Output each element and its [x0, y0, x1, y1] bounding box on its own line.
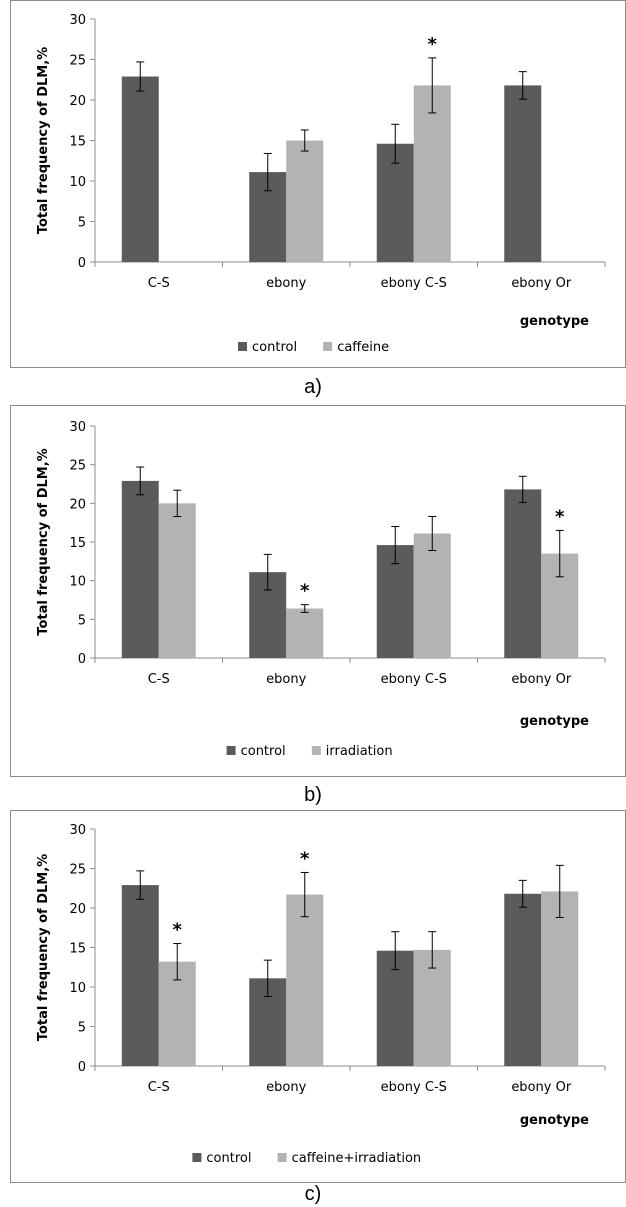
x-tick-label: C-S — [148, 672, 170, 687]
bar-irradiation — [286, 608, 324, 658]
legend-label: control — [252, 340, 297, 355]
x-axis-title: genotype — [520, 714, 589, 729]
y-tick-label: 20 — [69, 497, 86, 512]
y-tick-label: 0 — [78, 1060, 86, 1075]
legend-swatch — [311, 746, 321, 755]
y-tick-label: 5 — [78, 1021, 86, 1036]
bar-caffeine — [286, 140, 324, 262]
x-tick-label: ebony Or — [511, 672, 572, 687]
y-tick-label: 25 — [69, 863, 86, 878]
bar-control — [504, 893, 542, 1066]
significance-star: * — [300, 848, 310, 869]
y-tick-label: 10 — [69, 981, 86, 996]
panel-label-a: a) — [304, 376, 322, 398]
legend-swatch — [277, 1153, 287, 1162]
y-tick-label: 10 — [69, 575, 86, 590]
bar-control — [121, 76, 159, 262]
significance-star: * — [173, 920, 183, 941]
bar-control — [504, 85, 542, 262]
y-tick-label: 0 — [78, 256, 86, 271]
bar-caffeine-irradiation — [413, 949, 451, 1066]
significance-star: * — [555, 506, 565, 527]
x-tick-label: C-S — [148, 1080, 170, 1095]
legend-swatch — [323, 342, 333, 351]
legend-label: caffeine+irradiation — [292, 1151, 422, 1166]
bar-irradiation — [413, 533, 451, 658]
x-tick-label: C-S — [148, 276, 170, 291]
y-tick-label: 30 — [69, 420, 86, 435]
x-tick-label: ebony — [266, 1080, 306, 1095]
bar-caffeine-irradiation — [541, 891, 579, 1066]
y-axis-title: Total frequency of DLM,% — [36, 448, 51, 635]
legend-label: irradiation — [326, 744, 393, 759]
y-tick-label: 30 — [69, 823, 86, 838]
y-tick-label: 5 — [78, 216, 86, 231]
bar-irradiation — [158, 503, 196, 658]
legend-swatch — [192, 1153, 202, 1162]
bar-chart-b: 0 5 10 15 20 25 30 C-S ebony ebony C-S ebony Or * * T… — [36, 420, 606, 759]
bar-control — [121, 885, 159, 1066]
chart-panel-b: 0 5 10 15 20 25 30 C-S ebony ebony C-S ebony Or * * T… — [10, 405, 626, 777]
y-tick-label: 10 — [69, 175, 86, 190]
significance-star: * — [428, 34, 438, 55]
y-tick-label: 0 — [78, 652, 86, 667]
x-axis-title: genotype — [520, 314, 589, 329]
x-tick-label: ebony — [266, 672, 306, 687]
y-axis-title: Total frequency of DLM,% — [36, 47, 51, 234]
legend-label: control — [206, 1151, 251, 1166]
y-tick-label: 15 — [69, 942, 86, 957]
y-tick-label: 30 — [69, 13, 86, 28]
panel-label-b: b) — [304, 784, 322, 806]
x-tick-label: ebony Or — [511, 276, 572, 291]
bar-control — [504, 489, 542, 658]
y-axis-title: Total frequency of DLM,% — [36, 854, 51, 1041]
x-tick-label: ebony C-S — [381, 672, 447, 687]
y-tick-label: 25 — [69, 54, 86, 69]
y-tick-label: 25 — [69, 459, 86, 474]
legend-swatch — [226, 746, 236, 755]
bar-control — [121, 480, 159, 658]
y-tick-label: 15 — [69, 135, 86, 150]
bar-chart-a: 0 5 10 15 20 25 30 C-S ebony ebony C-S ebony Or * To… — [36, 13, 606, 355]
significance-star: * — [300, 581, 310, 602]
bar-caffeine-irradiation — [286, 894, 324, 1066]
y-tick-label: 20 — [69, 902, 86, 917]
y-tick-label: 20 — [69, 94, 86, 109]
bar-caffeine — [413, 85, 451, 262]
x-axis-title: genotype — [520, 1113, 589, 1128]
x-tick-label: ebony C-S — [381, 276, 447, 291]
bar-chart-c: 0 5 10 15 20 25 30 C-S ebony ebony C-S ebony Or * * T… — [36, 823, 606, 1166]
x-tick-label: ebony — [266, 276, 306, 291]
panel-label-c: c) — [304, 1183, 322, 1205]
chart-panel-a: 0 5 10 15 20 25 30 C-S ebony ebony C-S ebony Or * To… — [10, 0, 626, 368]
legend-label: caffeine — [337, 340, 389, 355]
x-tick-label: ebony C-S — [381, 1080, 447, 1095]
y-tick-label: 15 — [69, 536, 86, 551]
legend-label: control — [241, 744, 286, 759]
legend-swatch — [238, 342, 247, 351]
x-tick-label: ebony Or — [511, 1080, 572, 1095]
chart-panel-c: 0 5 10 15 20 25 30 C-S ebony ebony C-S ebony Or * * T… — [10, 810, 626, 1183]
y-tick-label: 5 — [78, 613, 86, 628]
